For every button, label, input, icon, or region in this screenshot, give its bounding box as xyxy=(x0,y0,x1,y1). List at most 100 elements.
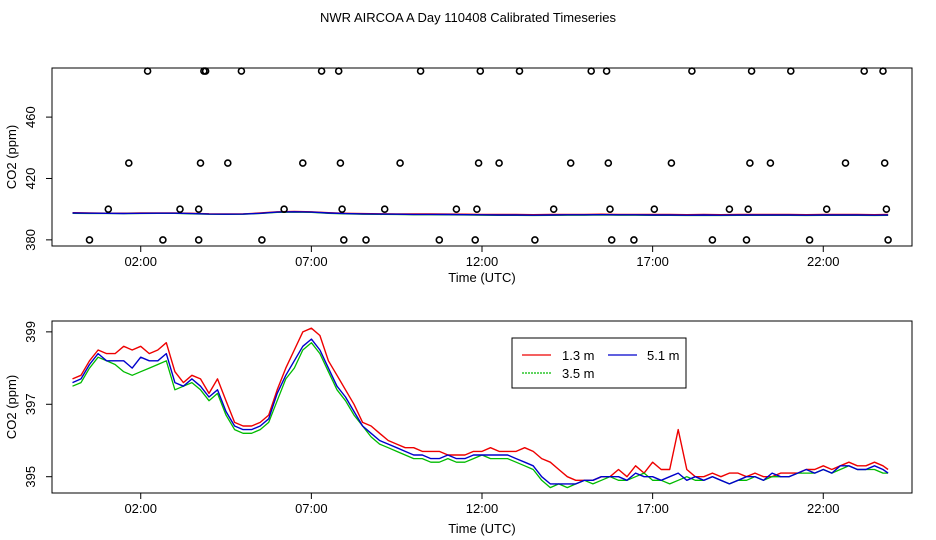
legend-label-1-3m: 1.3 m xyxy=(562,348,595,363)
top-calibration-point xyxy=(85,236,94,244)
top-calibration-point xyxy=(860,67,869,75)
top-x-tick-label: 07:00 xyxy=(295,254,328,269)
bottom-y-tick-label: 395 xyxy=(23,466,38,488)
top-calibration-point xyxy=(744,205,753,213)
top-calibration-point xyxy=(336,159,345,167)
top-x-tick-label: 12:00 xyxy=(466,254,499,269)
top-calibration-point xyxy=(766,159,775,167)
top-calibration-point xyxy=(380,205,389,213)
top-calibration-point xyxy=(280,205,288,213)
top-calibration-point xyxy=(339,236,348,244)
top-y-tick-label: 380 xyxy=(23,229,38,251)
top-calibration-point xyxy=(725,205,734,213)
top-calibration-point xyxy=(334,67,343,75)
top-calibration-point xyxy=(805,236,814,244)
top-y-tick-label: 460 xyxy=(23,106,38,128)
bottom-plot-frame xyxy=(51,320,913,494)
bottom-x-axis-label: Time (UTC) xyxy=(448,521,515,536)
top-calibration-point xyxy=(549,205,558,213)
top-calibration-point xyxy=(237,67,246,75)
top-y-axis-label: CO2 (ppm) xyxy=(4,125,19,189)
top-calibration-point xyxy=(604,159,613,167)
top-calibration-point xyxy=(882,205,891,213)
bottom-data xyxy=(72,327,889,489)
top-calibration-point xyxy=(587,67,596,75)
top-plot-frame xyxy=(51,67,913,247)
bottom-y-ticks: 395 397 399 xyxy=(23,321,52,488)
top-calibration-point xyxy=(159,236,167,244)
legend-label-5-1m: 5.1 m xyxy=(647,348,680,363)
top-calibration-point xyxy=(880,159,889,167)
top-calibration-point xyxy=(822,205,831,213)
top-calibration-point xyxy=(606,205,614,213)
legend: 1.3 m 5.1 m 3.5 m xyxy=(511,337,687,389)
top-panel: 02:00 07:00 12:00 17:00 22:00 380 420 460 Time… xyxy=(4,67,913,285)
top-y-tick-label: 420 xyxy=(23,168,38,190)
bottom-y-tick-label: 397 xyxy=(23,393,38,415)
bottom-y-axis-label: CO2 (ppm) xyxy=(4,375,19,439)
top-calibration-point xyxy=(841,159,850,167)
top-calibration-point xyxy=(396,159,404,167)
legend-label-3-5m: 3.5 m xyxy=(562,366,595,381)
top-x-tick-label: 17:00 xyxy=(636,254,669,269)
top-calibration-point xyxy=(125,159,133,167)
bottom-y-tick-label: 399 xyxy=(23,321,38,343)
top-calibration-point xyxy=(708,236,717,244)
bottom-series-line-5-1-m xyxy=(72,338,889,485)
bottom-series-line-1-3-m xyxy=(72,327,889,481)
top-calibration-point xyxy=(452,205,461,213)
top-x-axis-label: Time (UTC) xyxy=(448,270,515,285)
top-calibration-point xyxy=(473,205,481,213)
top-calibration-point xyxy=(194,236,203,244)
top-calibration-point xyxy=(224,159,232,167)
top-calibration-point xyxy=(747,67,756,75)
bottom-x-tick-label: 22:00 xyxy=(807,501,840,516)
top-calibration-point xyxy=(884,236,892,244)
top-calibration-point xyxy=(362,236,370,244)
top-calibration-point xyxy=(474,159,483,167)
top-calibration-point xyxy=(607,236,616,244)
top-calibration-point xyxy=(143,67,152,75)
top-calibration-point xyxy=(435,236,444,244)
bottom-series-line-3-5-m xyxy=(72,342,889,489)
top-calibration-point xyxy=(201,67,210,75)
top-calibration-point xyxy=(176,205,184,213)
bottom-x-tick-label: 02:00 xyxy=(124,501,157,516)
top-calibration-point xyxy=(471,236,480,244)
top-calibration-point xyxy=(416,67,425,75)
top-calibration-point xyxy=(317,67,326,75)
bottom-x-tick-label: 07:00 xyxy=(295,501,328,516)
top-calibration-point xyxy=(746,159,754,167)
top-calibration-point xyxy=(338,205,346,213)
top-y-ticks: 380 420 460 xyxy=(23,106,52,251)
top-calibration-point xyxy=(194,205,203,213)
figure-title: NWR AIRCOA A Day 110408 Calibrated Times… xyxy=(320,10,616,25)
top-calibration-point xyxy=(667,159,676,167)
bottom-x-tick-label: 12:00 xyxy=(466,501,499,516)
top-calibration-point xyxy=(566,159,575,167)
top-calibration-point xyxy=(650,205,659,213)
top-calibration-point xyxy=(531,236,539,244)
top-x-tick-label: 22:00 xyxy=(807,254,840,269)
top-calibration-point xyxy=(630,236,638,244)
top-calibration-point xyxy=(495,159,503,167)
top-calibration-point xyxy=(476,67,485,75)
legend-box xyxy=(511,337,687,389)
top-calibration-point xyxy=(298,159,307,167)
top-calibration-point xyxy=(602,67,611,75)
top-series-line-5-1-m xyxy=(72,211,889,216)
bottom-x-ticks: 02:00 07:00 12:00 17:00 22:00 xyxy=(124,493,840,516)
top-calibration-point xyxy=(196,159,205,167)
bottom-x-tick-label: 17:00 xyxy=(636,501,669,516)
top-calibration-point xyxy=(688,67,696,75)
top-x-tick-label: 02:00 xyxy=(124,254,157,269)
top-x-ticks: 02:00 07:00 12:00 17:00 22:00 xyxy=(124,246,840,269)
top-calibration-point xyxy=(742,236,751,244)
bottom-panel: 02:00 07:00 12:00 17:00 22:00 395 397 399 Time… xyxy=(4,320,913,536)
top-calibration-point xyxy=(515,67,524,75)
top-calibration-point xyxy=(879,67,887,75)
top-calibration-point xyxy=(786,67,795,75)
top-data xyxy=(72,67,892,244)
top-calibration-point xyxy=(258,236,266,244)
